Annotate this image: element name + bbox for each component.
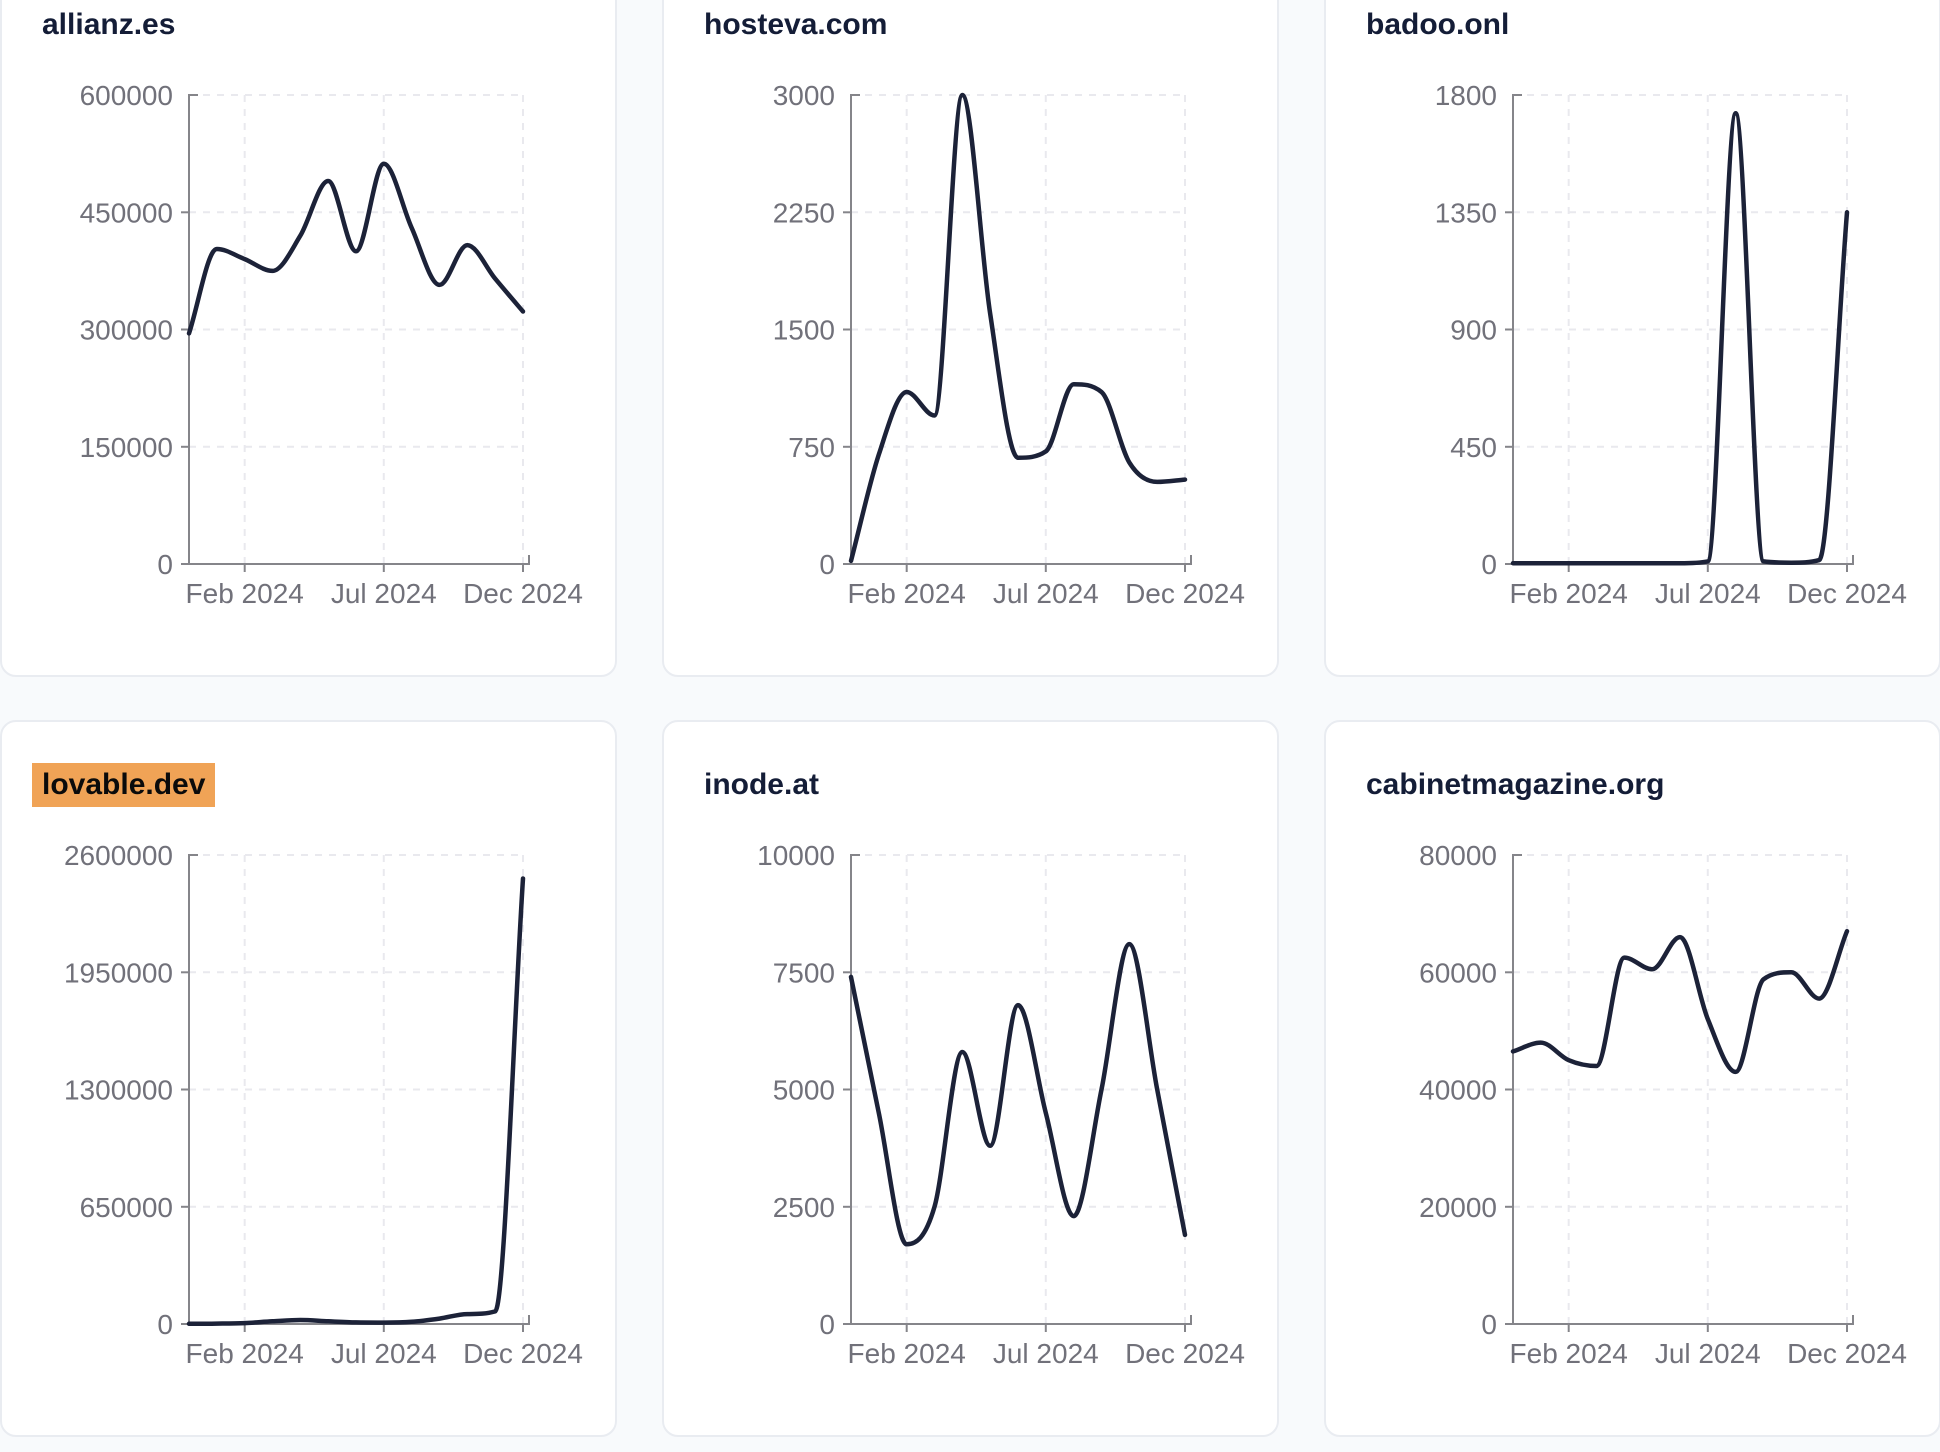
- y-tick-label: 300000: [80, 315, 173, 346]
- x-tick-label: Dec 2024: [463, 578, 583, 609]
- y-tick-label: 0: [1481, 1309, 1497, 1340]
- chart-title: cabinetmagazine.org: [1366, 766, 1939, 804]
- chart-title-text: lovable.dev: [32, 763, 216, 807]
- y-tick-label: 20000: [1419, 1192, 1497, 1223]
- y-tick-label: 5000: [773, 1075, 835, 1106]
- chart-title: inode.at: [704, 766, 1277, 804]
- chart-title-text: cabinetmagazine.org: [1366, 768, 1665, 801]
- y-tick-label: 450000: [80, 197, 173, 228]
- chart-title-text: hosteva.com: [704, 8, 888, 41]
- y-tick-label: 1350: [1435, 197, 1497, 228]
- y-tick-label: 450: [1450, 432, 1497, 463]
- y-tick-label: 0: [1481, 549, 1497, 580]
- y-tick-label: 900: [1450, 315, 1497, 346]
- y-tick-label: 0: [819, 1309, 835, 1340]
- y-tick-label: 150000: [80, 432, 173, 463]
- x-tick-label: Dec 2024: [1787, 1338, 1907, 1369]
- line-chart: 0 150000 300000 450000 600000 Feb 2024 Jul 202…: [80, 80, 583, 609]
- y-tick-label: 600000: [80, 80, 173, 111]
- chart-title-text: allianz.es: [42, 8, 176, 41]
- x-tick-label: Dec 2024: [1125, 1338, 1245, 1369]
- y-tick-label: 1950000: [64, 957, 173, 988]
- chart-card: cabinetmagazine.org 0 20000 40000 60000 8000…: [1324, 720, 1940, 1437]
- chart-title-text: badoo.onl: [1366, 8, 1510, 41]
- series-line: [1510, 110, 1850, 566]
- y-tick-label: 0: [157, 1309, 173, 1340]
- series-line: [1510, 928, 1850, 1075]
- y-tick-label: 10000: [757, 840, 835, 871]
- y-tick-label: 1800: [1435, 80, 1497, 111]
- y-tick-label: 0: [157, 549, 173, 580]
- y-tick-label: 60000: [1419, 957, 1497, 988]
- x-tick-label: Jul 2024: [993, 1338, 1099, 1369]
- series-line: [848, 92, 1188, 564]
- x-tick-label: Feb 2024: [186, 578, 304, 609]
- x-tick-label: Feb 2024: [186, 1338, 304, 1369]
- chart-card: badoo.onl 0 450 900 1350 1800 Feb 2024 Jul 202…: [1324, 0, 1940, 677]
- chart-title: badoo.onl: [1366, 6, 1939, 44]
- line-chart: 0 20000 40000 60000 80000 Feb 2024 Jul 2024 Dec…: [1419, 840, 1907, 1369]
- series-line: [186, 876, 526, 1327]
- y-tick-label: 750: [788, 432, 835, 463]
- y-tick-label: 3000: [773, 80, 835, 111]
- x-tick-label: Feb 2024: [848, 578, 966, 609]
- y-tick-label: 0: [819, 549, 835, 580]
- y-tick-label: 2500: [773, 1192, 835, 1223]
- chart-title: allianz.es: [42, 6, 615, 44]
- chart-title: hosteva.com: [704, 6, 1277, 44]
- x-tick-label: Jul 2024: [1655, 578, 1761, 609]
- chart-card: allianz.es 0 150000 300000 450000 600000 Feb …: [0, 0, 617, 677]
- series-line: [186, 161, 526, 336]
- y-tick-label: 40000: [1419, 1075, 1497, 1106]
- x-tick-label: Dec 2024: [1125, 578, 1245, 609]
- chart-title-text: inode.at: [704, 768, 820, 801]
- x-tick-label: Feb 2024: [848, 1338, 966, 1369]
- line-chart: 0 750 1500 2250 3000 Feb 2024 Jul 2024 Dec 2024: [773, 80, 1245, 609]
- series-line: [848, 941, 1188, 1247]
- line-chart: 0 650000 1300000 1950000 2600000 Feb 2024 Jul …: [64, 840, 583, 1369]
- y-tick-label: 2600000: [64, 840, 173, 871]
- chart-title: lovable.dev: [32, 763, 615, 807]
- chart-card: lovable.dev 0 650000 1300000 1950000 2600000…: [0, 720, 617, 1437]
- y-tick-label: 650000: [80, 1192, 173, 1223]
- y-tick-label: 1300000: [64, 1075, 173, 1106]
- x-tick-label: Jul 2024: [331, 1338, 437, 1369]
- x-tick-label: Jul 2024: [331, 578, 437, 609]
- x-tick-label: Jul 2024: [1655, 1338, 1761, 1369]
- y-tick-label: 80000: [1419, 840, 1497, 871]
- x-tick-label: Dec 2024: [463, 1338, 583, 1369]
- y-tick-label: 2250: [773, 197, 835, 228]
- y-tick-label: 1500: [773, 315, 835, 346]
- chart-card: inode.at 0 2500 5000 7500 10000 Feb 2024 Jul 2…: [662, 720, 1279, 1437]
- x-tick-label: Feb 2024: [1510, 1338, 1628, 1369]
- line-chart: 0 2500 5000 7500 10000 Feb 2024 Jul 2024 Dec 20…: [757, 840, 1245, 1369]
- x-tick-label: Jul 2024: [993, 578, 1099, 609]
- y-tick-label: 7500: [773, 957, 835, 988]
- chart-card: hosteva.com 0 750 1500 2250 3000 Feb 2024 Jul …: [662, 0, 1279, 677]
- x-tick-label: Dec 2024: [1787, 578, 1907, 609]
- x-tick-label: Feb 2024: [1510, 578, 1628, 609]
- line-chart: 0 450 900 1350 1800 Feb 2024 Jul 2024 Dec 2024: [1435, 80, 1907, 609]
